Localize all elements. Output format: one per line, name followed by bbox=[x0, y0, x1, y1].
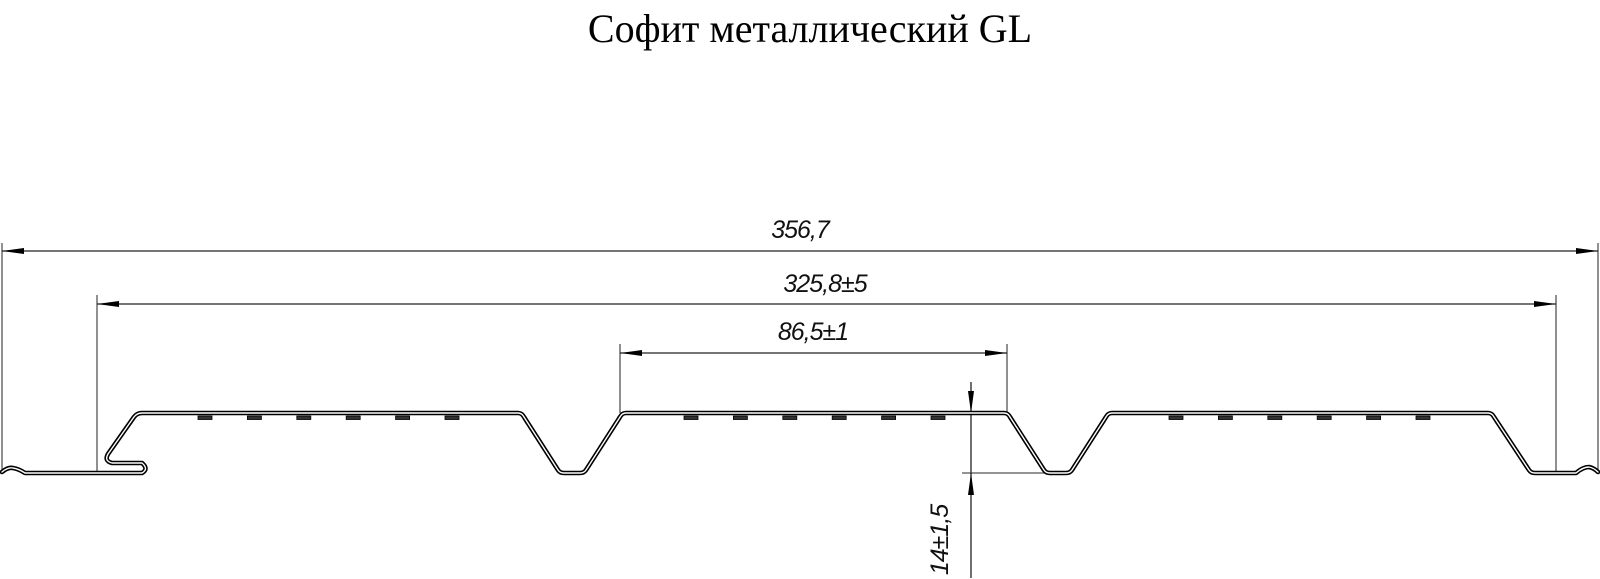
arrow-right-icon bbox=[1576, 248, 1598, 254]
dimension-overall-label: 356,7 bbox=[771, 216, 831, 244]
perforation-slot bbox=[197, 415, 213, 420]
perforation-slot bbox=[733, 415, 748, 420]
perforation-slot bbox=[683, 415, 699, 420]
perforation-slot bbox=[444, 415, 460, 420]
arrow-down-icon bbox=[968, 391, 974, 413]
dimension-flat-label: 86,5±1 bbox=[778, 318, 848, 346]
dimension-height-label: 14±1,5 bbox=[926, 504, 954, 575]
perforation-slot bbox=[1366, 415, 1381, 420]
perforation-slot bbox=[1316, 415, 1332, 420]
dimension-working: 325,8±5 bbox=[97, 270, 1556, 307]
arrow-right-icon bbox=[985, 350, 1007, 356]
arrow-left-icon bbox=[2, 248, 24, 254]
perforation-slot bbox=[395, 415, 411, 420]
arrow-left-icon bbox=[620, 350, 642, 356]
soffit-profile bbox=[0, 410, 1600, 476]
arrow-up-icon bbox=[968, 473, 974, 495]
arrow-left-icon bbox=[97, 301, 119, 307]
perforation-slot bbox=[1267, 415, 1283, 420]
perforation-slot bbox=[296, 415, 312, 420]
perforation-slot bbox=[881, 415, 896, 420]
perforation-slot bbox=[782, 415, 798, 420]
perforations bbox=[197, 415, 1431, 420]
perforation-slot bbox=[831, 415, 847, 420]
perforation-slot bbox=[930, 415, 946, 420]
drawing-title: Софит металлический GL bbox=[588, 6, 1032, 51]
perforation-slot bbox=[1218, 415, 1233, 420]
perforation-slot bbox=[345, 415, 361, 420]
dimension-working-label: 325,8±5 bbox=[783, 270, 867, 298]
perforation-slot bbox=[1168, 415, 1184, 420]
perforation-slot bbox=[1415, 415, 1431, 420]
arrow-right-icon bbox=[1534, 301, 1556, 307]
dimension-flat: 86,5±1 bbox=[620, 318, 1007, 356]
dimension-overall: 356,7 bbox=[2, 216, 1598, 254]
perforation-slot bbox=[246, 415, 262, 420]
